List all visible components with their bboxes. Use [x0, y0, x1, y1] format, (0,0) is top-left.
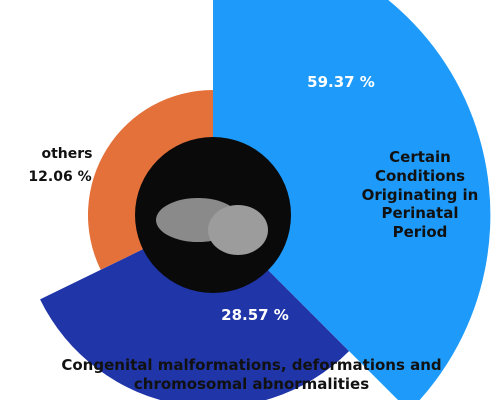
slice	[40, 215, 350, 400]
value-label: 28.57 %	[221, 306, 289, 324]
slice-label: Certain Conditions Originating in Perina…	[361, 148, 479, 241]
slice	[213, 0, 491, 400]
value-label: 12.06 %	[28, 169, 92, 185]
hands-decoration	[208, 205, 268, 255]
slice-label: others	[41, 146, 93, 162]
value-label: 59.37 %	[307, 73, 375, 91]
slice-label: Congenital malformations, deformations a…	[61, 356, 442, 393]
